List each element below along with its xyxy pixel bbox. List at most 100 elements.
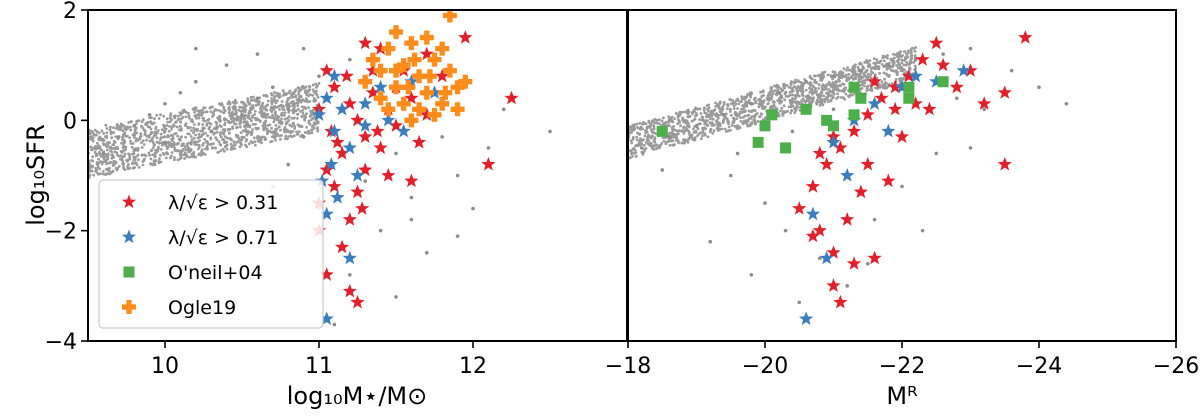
cloud-dot	[766, 102, 770, 106]
left-series-3-point	[365, 52, 380, 67]
cloud-dot	[904, 63, 908, 67]
left-series-0-point	[224, 63, 229, 67]
right-series-0-point	[831, 107, 836, 112]
cloud-dot	[735, 117, 739, 120]
cloud-dot	[142, 128, 146, 132]
right-series-0-point	[934, 151, 939, 156]
cloud-dot	[153, 152, 157, 156]
cloud-dot	[208, 125, 212, 129]
cloud-dot	[909, 58, 913, 61]
left-series-1-point	[319, 267, 334, 281]
cloud-dot	[97, 137, 101, 141]
cloud-dot	[153, 130, 157, 134]
left-series-3-point	[407, 52, 422, 67]
cloud-dot	[184, 122, 188, 125]
cloud-dot	[857, 77, 861, 81]
cloud-dot	[791, 97, 794, 100]
cloud-dot	[141, 126, 144, 130]
cloud-dot	[853, 70, 857, 73]
cloud-dot	[92, 133, 95, 136]
left-series-1-point	[319, 162, 334, 177]
cloud-dot	[630, 131, 633, 134]
cloud-dot	[162, 123, 166, 127]
cloud-dot	[181, 148, 185, 151]
cloud-dot	[895, 55, 899, 58]
cloud-dot	[112, 155, 116, 159]
cloud-dot	[757, 105, 761, 109]
cloud-dot	[90, 136, 94, 139]
cloud-dot	[717, 104, 721, 107]
cloud-dot	[707, 106, 711, 110]
left-series-2-point	[373, 79, 388, 94]
cloud-dot	[797, 94, 801, 98]
cloud-dot	[813, 79, 817, 83]
legend-label: λ/√ε > 0.31	[168, 192, 278, 214]
cloud-dot	[140, 146, 144, 149]
cloud-dot	[865, 76, 869, 79]
cloud-dot	[137, 166, 141, 169]
cloud-dot	[121, 136, 124, 140]
cloud-dot	[771, 100, 775, 104]
cloud-dot	[671, 127, 674, 131]
cloud-dot	[821, 72, 825, 76]
cloud-dot	[771, 92, 775, 95]
cloud-dot	[312, 126, 316, 130]
cloud-dot	[639, 143, 642, 147]
right-series-1-point	[840, 212, 855, 226]
cloud-dot	[270, 126, 273, 130]
cloud-dot	[787, 105, 791, 109]
cloud-dot	[108, 172, 112, 176]
cloud-dot	[113, 140, 117, 144]
cloud-dot	[821, 76, 825, 80]
cloud-dot	[635, 144, 638, 148]
cloud-dot	[242, 102, 245, 106]
cloud-dot	[229, 142, 233, 146]
right-series-3-point	[937, 76, 949, 88]
cloud-dot	[250, 141, 254, 145]
cloud-dot	[173, 148, 177, 152]
cloud-dot	[882, 71, 886, 75]
cloud-dot	[155, 113, 159, 117]
cloud-dot	[91, 139, 95, 143]
cloud-dot	[288, 89, 292, 93]
left-series-2-point	[342, 140, 357, 154]
cloud-dot	[307, 88, 311, 92]
cloud-dot	[172, 123, 175, 127]
left-series-0-point	[394, 151, 398, 156]
cloud-dot	[638, 121, 642, 125]
cloud-dot	[671, 120, 675, 124]
cloud-dot	[97, 157, 100, 161]
cloud-dot	[201, 123, 205, 126]
cloud-dot	[694, 112, 698, 115]
cloud-dot	[895, 73, 899, 77]
cloud-dot	[216, 116, 220, 120]
cloud-dot	[173, 146, 177, 150]
cloud-dot	[728, 107, 732, 111]
left-series-3-point	[389, 80, 403, 95]
cloud-dot	[788, 93, 792, 97]
cloud-dot	[242, 135, 246, 139]
left-series-0-point	[471, 206, 475, 211]
cloud-dot	[869, 70, 873, 73]
cloud-dot	[206, 134, 210, 138]
cloud-dot	[875, 58, 879, 62]
cloud-dot	[245, 120, 249, 124]
cloud-dot	[216, 151, 220, 154]
cloud-dot	[886, 56, 889, 60]
cloud-dot	[767, 95, 770, 99]
cloud-dot	[833, 70, 837, 74]
cloud-dot	[676, 129, 680, 133]
cloud-dot	[177, 128, 181, 132]
cloud-dot	[206, 147, 209, 151]
cloud-dot	[143, 132, 147, 136]
right-series-2-point	[840, 168, 855, 182]
cloud-dot	[633, 148, 637, 152]
left-series-3-point	[412, 69, 427, 84]
cloud-dot	[184, 115, 188, 119]
left-series-3-point	[389, 25, 403, 40]
cloud-dot	[782, 104, 786, 108]
cloud-dot	[246, 132, 250, 135]
cloud-dot	[225, 143, 229, 147]
cloud-dot	[817, 87, 821, 90]
right-x-axis-label: Mᴿ	[886, 382, 918, 410]
